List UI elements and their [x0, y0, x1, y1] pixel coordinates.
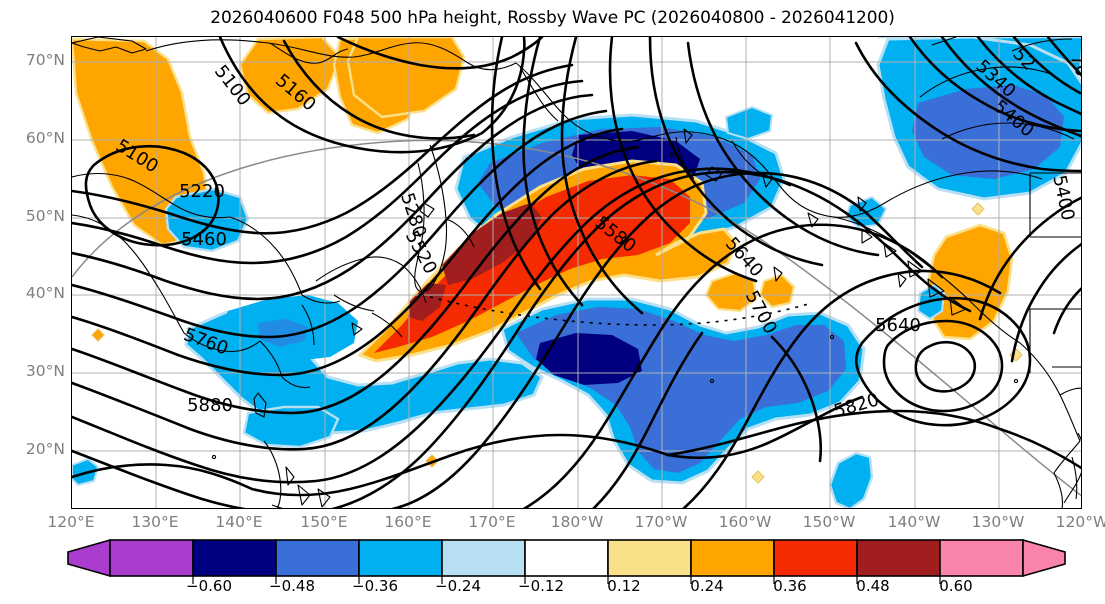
cbar-tick-1: −0.48	[269, 577, 315, 595]
cbar-swatch-white	[524, 539, 609, 577]
cbar-tick-3: −0.24	[435, 577, 481, 595]
x-tick-180w: 180°W	[550, 513, 604, 531]
great-circle-arc	[72, 139, 1081, 497]
x-tick-170w: 170°W	[634, 513, 688, 531]
cbar-tick-9: 0.60	[939, 577, 973, 595]
colorbar	[0, 536, 1105, 604]
cbar-swatch-purple	[109, 539, 194, 577]
cbar-tick-8: 0.48	[856, 577, 890, 595]
cbar-swatch-navy	[192, 539, 277, 577]
cbar-tick-6: 0.24	[690, 577, 724, 595]
cbar-tick-0: −0.60	[186, 577, 232, 595]
svg-text:5460: 5460	[181, 229, 227, 250]
cbar-tick-2: −0.36	[352, 577, 398, 595]
cbar-swatch-cyan	[358, 539, 443, 577]
cbar-swatch-red-orange	[773, 539, 858, 577]
cbar-swatch-light-blue	[441, 539, 526, 577]
x-tick-130e: 130°E	[131, 513, 179, 531]
x-tick-150w: 150°W	[802, 513, 856, 531]
cbar-tick-7: 0.36	[773, 577, 807, 595]
cbar-swatch-dark-red	[856, 539, 941, 577]
y-tick-70n: 70°N	[25, 51, 65, 69]
cbar-swatch-blue	[275, 539, 360, 577]
shaded-anomaly-layer	[72, 37, 1081, 508]
x-tick-160e: 160°E	[384, 513, 432, 531]
colorbar-swatches	[67, 538, 1066, 578]
cbar-tick-5: 0.12	[607, 577, 641, 595]
x-tick-170e: 170°E	[468, 513, 516, 531]
cbar-over-arrow	[1022, 538, 1066, 578]
colorbar-ticks	[192, 576, 941, 584]
x-tick-140w: 140°W	[887, 513, 941, 531]
cbar-tick-4: −0.12	[518, 577, 564, 595]
map-plot-area: 5160 5100 5100 5220 5280 5460 5520 5580 …	[71, 36, 1082, 509]
cbar-swatch-pink	[939, 539, 1024, 577]
x-tick-130w: 130°W	[971, 513, 1025, 531]
x-tick-120e: 120°E	[47, 513, 95, 531]
y-tick-50n: 50°N	[25, 207, 65, 225]
cbar-swatch-pale-yellow	[607, 539, 692, 577]
x-tick-120w: 120°W	[1055, 513, 1105, 531]
cbar-under-arrow	[67, 538, 111, 578]
x-tick-140e: 140°E	[215, 513, 263, 531]
chart-title: 2026040600 F048 500 hPa height, Rossby W…	[210, 8, 895, 28]
x-tick-160w: 160°W	[718, 513, 772, 531]
y-tick-40n: 40°N	[25, 284, 65, 302]
svg-text:5640: 5640	[875, 315, 921, 336]
svg-text:5220: 5220	[179, 181, 225, 202]
y-tick-30n: 30°N	[25, 362, 65, 380]
y-tick-20n: 20°N	[25, 440, 65, 458]
svg-text:5880: 5880	[187, 395, 233, 416]
colorbar-canvas	[67, 538, 1066, 584]
height-contours	[72, 37, 1081, 508]
map-canvas: 5160 5100 5100 5220 5280 5460 5520 5580 …	[72, 37, 1081, 508]
y-tick-60n: 60°N	[25, 129, 65, 147]
x-tick-150e: 150°E	[300, 513, 348, 531]
cbar-swatch-orange	[690, 539, 775, 577]
